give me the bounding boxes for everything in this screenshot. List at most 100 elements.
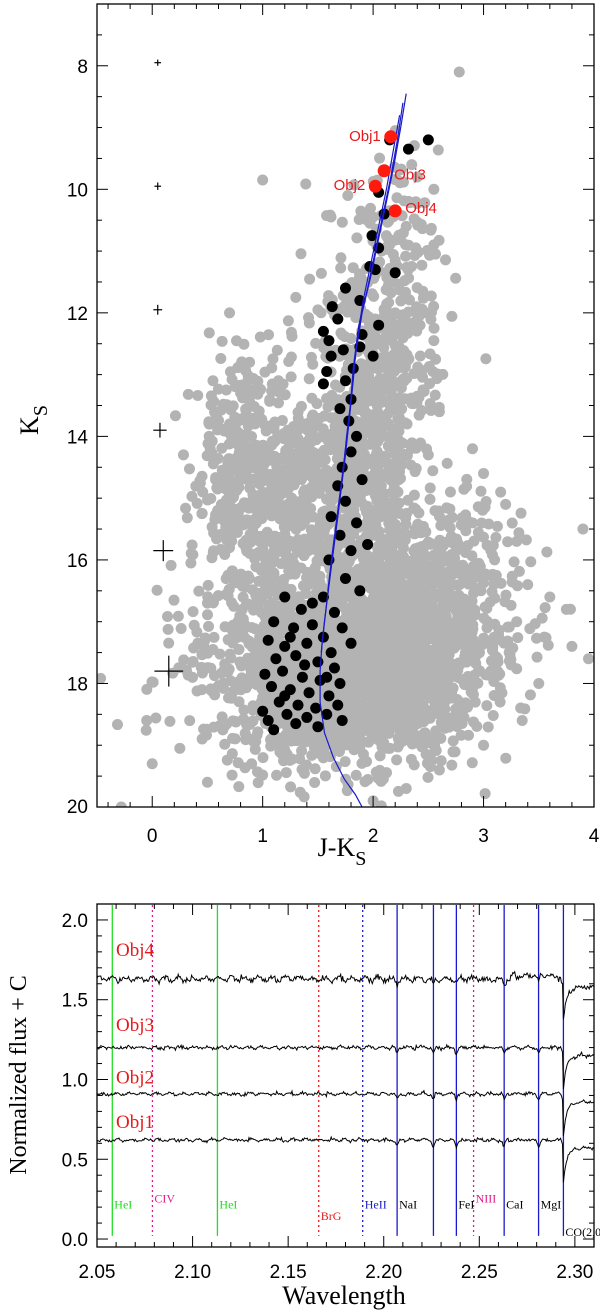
member-star-point (268, 724, 280, 736)
field-star-point (373, 526, 385, 538)
spectrum-object-label: Obj1 (116, 1112, 154, 1133)
spectral-line-label: CIV (154, 1191, 175, 1205)
field-star-point (303, 312, 315, 324)
field-star-point (362, 564, 374, 576)
field-star-point (489, 554, 501, 566)
field-star-point (328, 617, 340, 629)
field-star-point (293, 517, 305, 529)
field-star-point (390, 676, 402, 688)
field-star-point (412, 518, 424, 530)
field-star-point (351, 232, 363, 244)
field-star-point (235, 568, 247, 580)
field-star-point (469, 582, 481, 594)
field-star-point (202, 579, 214, 591)
field-star-point (539, 602, 551, 614)
field-star-point (414, 586, 426, 598)
y-tick-label: 20 (67, 797, 88, 818)
field-star-point (466, 595, 478, 607)
member-star-point (279, 591, 291, 603)
field-star-point (298, 767, 310, 779)
field-star-point (344, 296, 356, 308)
field-star-point (413, 507, 425, 519)
field-star-point (362, 773, 374, 785)
field-star-point (425, 224, 437, 236)
field-star-point (270, 632, 282, 644)
member-star-point (351, 517, 363, 529)
field-star-point (453, 589, 465, 601)
field-star-point (181, 512, 193, 524)
field-star-point (165, 559, 177, 571)
member-star-point (301, 637, 313, 649)
field-star-point (500, 752, 512, 764)
field-star-point (293, 445, 305, 457)
field-star-point (513, 527, 525, 539)
member-star-point (334, 677, 346, 689)
field-star-point (224, 366, 236, 378)
spectrum-object-label: Obj4 (116, 940, 155, 961)
field-star-point (285, 371, 297, 383)
field-star-point (300, 502, 312, 514)
field-star-point (432, 681, 444, 693)
member-star-point (336, 715, 348, 727)
field-star-point (560, 603, 572, 615)
field-star-point (356, 486, 368, 498)
field-star-point (481, 622, 493, 634)
field-star-point (454, 697, 466, 709)
field-star-point (247, 715, 259, 727)
field-star-point (384, 717, 396, 729)
field-star-point (244, 528, 256, 540)
field-star-point (249, 623, 261, 635)
field-star-point (309, 776, 321, 788)
field-star-point (384, 642, 396, 654)
x-tick-label: 0 (147, 826, 158, 847)
x-tick-label: 4 (589, 826, 600, 847)
field-star-point (383, 362, 395, 374)
field-star-point (247, 700, 259, 712)
member-star-point (290, 650, 302, 662)
member-star-point (332, 699, 344, 711)
field-star-point (427, 650, 439, 662)
field-star-point (406, 555, 418, 567)
member-star-point (345, 545, 357, 557)
field-star-point (582, 653, 594, 665)
field-star-point (375, 546, 387, 558)
member-star-point (270, 653, 282, 665)
field-star-point (339, 756, 351, 768)
field-star-point (414, 732, 426, 744)
field-star-point (485, 655, 497, 667)
field-star-point (222, 634, 234, 646)
field-star-point (204, 416, 216, 428)
field-star-point (382, 407, 394, 419)
field-star-point (408, 368, 420, 380)
field-star-point (196, 470, 208, 482)
field-star-point (538, 631, 550, 643)
field-star-point (263, 469, 275, 481)
field-star-point (387, 375, 399, 387)
member-star-point (301, 711, 313, 723)
field-star-point (488, 675, 500, 687)
field-star-point (180, 502, 192, 514)
field-star-point (164, 715, 176, 727)
field-star-point (223, 498, 235, 510)
field-star-point (201, 776, 213, 788)
field-star-point (240, 405, 252, 417)
field-star-point (533, 677, 545, 689)
field-star-point (205, 662, 217, 674)
field-star-point (496, 687, 508, 699)
field-star-point (374, 432, 386, 444)
field-star-point (452, 664, 464, 676)
field-star-point (331, 550, 343, 562)
member-star-point (356, 474, 368, 486)
field-star-point (162, 623, 174, 635)
field-star-point (464, 671, 476, 683)
spectral-line-label: HeI (114, 1198, 132, 1212)
x-tick-label: 2.10 (174, 1262, 211, 1283)
field-star-point (162, 611, 174, 623)
field-star-point (459, 572, 471, 584)
field-star-point (515, 507, 527, 519)
field-star-point (403, 239, 415, 251)
field-star-point (342, 564, 354, 576)
spectrum-object-label: Obj2 (116, 1067, 154, 1088)
field-star-point (314, 570, 326, 582)
field-star-point (240, 429, 252, 441)
